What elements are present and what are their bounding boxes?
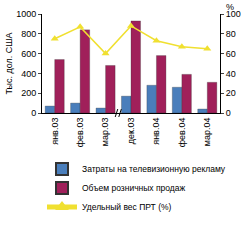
svg-text:мар.03: мар.03 <box>100 118 110 147</box>
svg-text:дек.03: дек.03 <box>126 118 136 145</box>
svg-text:100: 100 <box>226 9 241 19</box>
svg-text:40: 40 <box>226 69 236 79</box>
svg-text:1000: 1000 <box>16 9 36 19</box>
svg-text:фев.04: фев.04 <box>177 118 187 148</box>
svg-text:200: 200 <box>21 88 36 98</box>
svg-text:80: 80 <box>226 29 236 39</box>
svg-text:600: 600 <box>21 49 36 59</box>
svg-text:60: 60 <box>226 49 236 59</box>
svg-text:мар.04: мар.04 <box>202 118 212 147</box>
svg-text:Объем розничных продаж: Объем розничных продаж <box>82 183 186 193</box>
svg-text:Тыс. дол. США: Тыс. дол. США <box>4 32 14 94</box>
svg-text:Удельный вес ПРТ (%): Удельный вес ПРТ (%) <box>82 202 172 212</box>
svg-text:Затраты на телевизионную рекла: Затраты на телевизионную рекламу <box>82 164 226 174</box>
svg-text:0: 0 <box>31 108 36 118</box>
svg-text:%: % <box>226 2 234 12</box>
svg-text:20: 20 <box>226 88 236 98</box>
svg-text:0: 0 <box>226 108 231 118</box>
svg-text:400: 400 <box>21 69 36 79</box>
svg-text:800: 800 <box>21 29 36 39</box>
svg-text:янв.04: янв.04 <box>151 118 161 145</box>
svg-text:янв.03: янв.03 <box>50 118 60 145</box>
svg-text:фев.03: фев.03 <box>75 118 85 148</box>
